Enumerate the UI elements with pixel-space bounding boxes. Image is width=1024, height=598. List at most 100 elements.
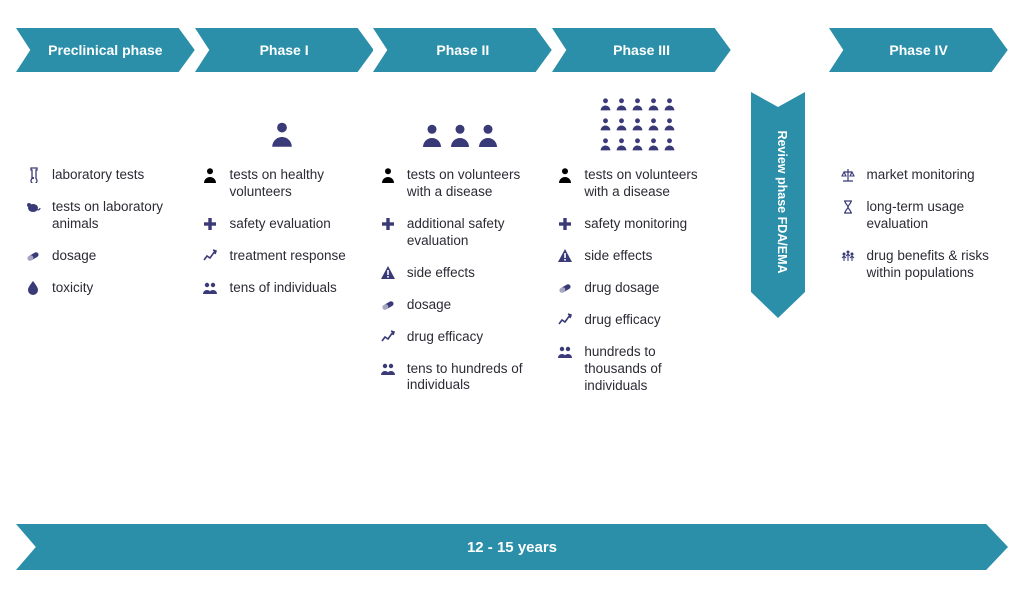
list-item: tests on laboratory animals xyxy=(24,198,185,233)
person-icon xyxy=(201,166,219,184)
item-text: tens to hundreds of individuals xyxy=(407,360,540,395)
person-icon xyxy=(269,120,295,154)
phase-arrow-1: Phase I xyxy=(195,28,374,72)
item-text: dosage xyxy=(52,247,96,265)
list-item: tens to hundreds of individuals xyxy=(379,360,540,395)
phase-label: Phase III xyxy=(613,42,670,58)
person-icon xyxy=(420,122,444,154)
crowd-icon xyxy=(599,97,676,154)
plus-icon xyxy=(556,215,574,233)
people-row xyxy=(556,92,717,154)
list-item: drug efficacy xyxy=(556,311,717,329)
phase-label: Preclinical phase xyxy=(48,42,162,58)
warn-icon xyxy=(556,247,574,265)
list-item: additional safety evaluation xyxy=(379,215,540,250)
list-item: side effects xyxy=(379,264,540,282)
item-text: dosage xyxy=(407,296,451,314)
item-list: tests on volunteers with a disease addit… xyxy=(379,166,540,394)
person-icon xyxy=(379,166,397,184)
people-row xyxy=(379,92,540,154)
person-icon xyxy=(476,122,500,154)
group-icon xyxy=(201,279,219,297)
phase-arrow-2: Phase II xyxy=(373,28,552,72)
phase-arrow-4: Phase IV xyxy=(829,28,1008,72)
people-row xyxy=(839,92,1000,154)
review-label: Review phase FDA/EMA xyxy=(775,130,789,273)
timeline-label: 12 - 15 years xyxy=(467,539,557,556)
col-phase4: market monitoring long-term usage evalua… xyxy=(831,92,1008,394)
item-text: hundreds to thousands of individuals xyxy=(584,343,717,395)
phase-label: Phase I xyxy=(260,42,309,58)
list-item: treatment response xyxy=(201,247,362,265)
timeline-arrow: 12 - 15 years xyxy=(16,524,1008,570)
item-list: laboratory tests tests on laboratory ani… xyxy=(24,166,185,297)
phase-arrow-preclinical: Preclinical phase xyxy=(16,28,195,72)
list-item: dosage xyxy=(24,247,185,265)
item-list: tests on volunteers with a disease safet… xyxy=(556,166,717,394)
item-text: laboratory tests xyxy=(52,166,144,184)
pill-icon xyxy=(24,247,42,265)
list-item: drug efficacy xyxy=(379,328,540,346)
review-arrow: Review phase FDA/EMA xyxy=(751,92,805,322)
plus-icon xyxy=(201,215,219,233)
phase-label: Phase II xyxy=(436,42,489,58)
list-item: drug dosage xyxy=(556,279,717,297)
item-text: tens of individuals xyxy=(229,279,336,297)
item-list: tests on healthy volunteers safety evalu… xyxy=(201,166,362,297)
list-item: safety monitoring xyxy=(556,215,717,233)
person-icon xyxy=(448,122,472,154)
phases-row: Preclinical phase Phase I Phase II Phase… xyxy=(16,28,1008,72)
list-item: toxicity xyxy=(24,279,185,297)
item-text: safety monitoring xyxy=(584,215,687,233)
item-text: tests on volunteers with a disease xyxy=(407,166,540,201)
testtube-icon xyxy=(24,166,42,184)
list-item: tests on volunteers with a disease xyxy=(556,166,717,201)
list-item: laboratory tests xyxy=(24,166,185,184)
people-row xyxy=(201,92,362,154)
drop-icon xyxy=(24,279,42,297)
list-item: tests on volunteers with a disease xyxy=(379,166,540,201)
col-phase1: tests on healthy volunteers safety evalu… xyxy=(193,92,370,394)
col-review: Review phase FDA/EMA xyxy=(726,92,831,394)
plus-icon xyxy=(379,215,397,233)
item-text: drug efficacy xyxy=(584,311,660,329)
item-text: safety evaluation xyxy=(229,215,330,233)
item-text: treatment response xyxy=(229,247,345,265)
item-text: side effects xyxy=(584,247,652,265)
item-text: tests on volunteers with a disease xyxy=(584,166,717,201)
item-text: additional safety evaluation xyxy=(407,215,540,250)
item-text: side effects xyxy=(407,264,475,282)
phase-arrow-spacer xyxy=(731,28,829,72)
list-item: tens of individuals xyxy=(201,279,362,297)
item-text: tests on healthy volunteers xyxy=(229,166,362,201)
list-item: safety evaluation xyxy=(201,215,362,233)
phase-arrow-3: Phase III xyxy=(552,28,731,72)
trend-icon xyxy=(201,247,219,265)
list-item: drug benefits & risks within populations xyxy=(839,247,1000,282)
item-list: market monitoring long-term usage evalua… xyxy=(839,166,1000,282)
trend-icon xyxy=(379,328,397,346)
item-text: market monitoring xyxy=(867,166,975,184)
list-item: tests on healthy volunteers xyxy=(201,166,362,201)
col-phase3: tests on volunteers with a disease safet… xyxy=(548,92,725,394)
list-item: long-term usage evaluation xyxy=(839,198,1000,233)
warn-icon xyxy=(379,264,397,282)
item-text: long-term usage evaluation xyxy=(867,198,1000,233)
item-text: drug dosage xyxy=(584,279,659,297)
list-item: side effects xyxy=(556,247,717,265)
pill-icon xyxy=(379,296,397,314)
list-item: market monitoring xyxy=(839,166,1000,184)
people-row xyxy=(24,92,185,154)
col-phase2: tests on volunteers with a disease addit… xyxy=(371,92,548,394)
list-item: hundreds to thousands of individuals xyxy=(556,343,717,395)
col-preclinical: laboratory tests tests on laboratory ani… xyxy=(16,92,193,394)
population-icon xyxy=(839,247,857,265)
item-text: toxicity xyxy=(52,279,93,297)
person-icon xyxy=(556,166,574,184)
mouse-icon xyxy=(24,198,42,216)
item-text: drug benefits & risks within populations xyxy=(867,247,1000,282)
phase-label: Phase IV xyxy=(889,42,947,58)
group-icon xyxy=(556,343,574,361)
hourglass-icon xyxy=(839,198,857,216)
list-item: dosage xyxy=(379,296,540,314)
